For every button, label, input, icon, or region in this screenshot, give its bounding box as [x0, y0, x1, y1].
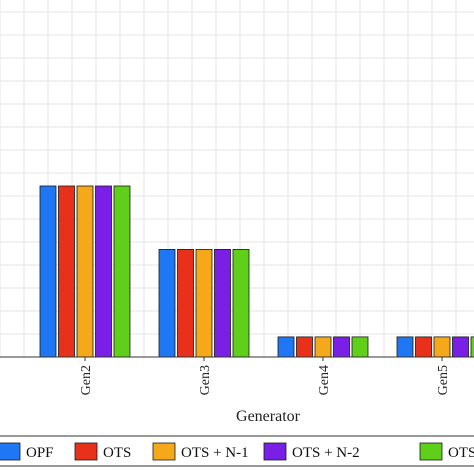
bar-gen3-series-3 — [195, 248, 213, 358]
bar-gen4-series-2 — [296, 336, 313, 358]
legend-swatch-2 — [74, 442, 98, 461]
bar-gen5-series-3 — [433, 336, 451, 358]
x-tick-labels: Gen2 Gen3 Gen4 Gen5 — [79, 357, 451, 395]
legend-label-2: OTS — [103, 445, 131, 461]
chart-gridlines — [0, 0, 474, 358]
bar-gen2-series-1 — [39, 185, 57, 358]
legend-label-3: OTS + N-1 — [181, 445, 249, 461]
bar-gen4-series-5 — [351, 336, 369, 358]
bar-gen5-series-4 — [452, 336, 469, 358]
x-tick-label-gen5: Gen5 — [436, 365, 451, 395]
legend-swatch-1 — [0, 442, 21, 461]
bar-gen4-series-1 — [277, 336, 295, 358]
x-tick-label-gen3: Gen3 — [198, 365, 213, 395]
bar-gen3-series-2 — [177, 248, 194, 358]
bar-gen4-series-3 — [314, 336, 332, 358]
chart-legend: OPF OTS OTS + N-1 OTS + N-2 OTS — [0, 435, 474, 467]
legend-label-5: OTS — [448, 445, 474, 461]
bar-gen3-series-5 — [232, 248, 250, 358]
bar-gen2-series-2 — [58, 185, 75, 358]
bar-gen3-series-4 — [214, 248, 231, 358]
bar-gen3-series-1 — [158, 248, 176, 358]
legend-label-1: OPF — [26, 445, 54, 461]
bar-gen5-series-5 — [470, 336, 474, 358]
x-tick-label-gen4: Gen4 — [317, 365, 332, 395]
bar-gen2-series-5 — [113, 185, 131, 358]
x-tick-label-gen2: Gen2 — [79, 365, 94, 395]
bar-gen5-series-2 — [415, 336, 432, 358]
legend-swatch-4 — [263, 442, 287, 461]
bar-gen5-series-1 — [396, 336, 414, 358]
legend-swatch-5 — [419, 442, 443, 461]
legend-swatch-3 — [152, 442, 176, 461]
bar-gen2-series-3 — [76, 185, 94, 358]
x-axis-title: Generator — [236, 408, 301, 425]
bar-gen4-series-4 — [333, 336, 350, 358]
bar-gen2-series-4 — [95, 185, 112, 358]
legend-label-4: OTS + N-2 — [292, 445, 360, 461]
